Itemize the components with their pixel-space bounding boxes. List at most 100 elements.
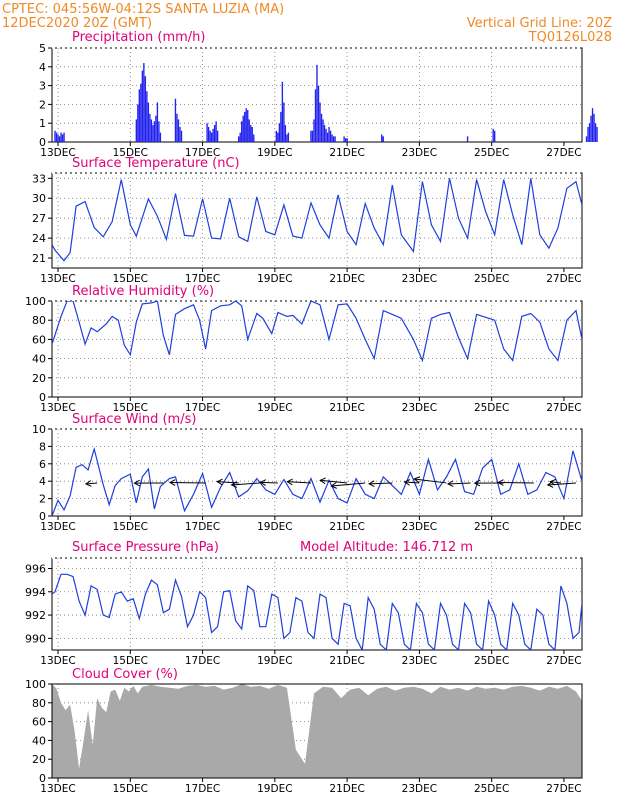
precip-bar [334, 136, 335, 142]
x-tick-label: 27DEC [546, 521, 581, 533]
precip-bar [217, 131, 218, 142]
precip-bar [157, 103, 158, 142]
precip-bar [149, 114, 150, 142]
x-tick-label: 23DEC [402, 273, 437, 285]
wind-frame [52, 429, 582, 516]
x-tick-label: 13DEC [40, 402, 75, 414]
x-tick-label: 19DEC [257, 521, 292, 533]
precip-bar [240, 133, 241, 142]
y-tick-label: 6 [39, 458, 46, 471]
x-tick-label: 23DEC [402, 655, 437, 667]
y-tick-label: 1 [39, 117, 46, 130]
x-tick-label: 15DEC [113, 783, 148, 795]
x-tick-label: 23DEC [402, 147, 437, 159]
x-tick-label: 27DEC [546, 655, 581, 667]
precip-bar [179, 127, 180, 142]
precip-bar [208, 127, 209, 142]
precip-bar [593, 114, 594, 142]
x-tick-label: 25DEC [474, 655, 509, 667]
y-tick-label: 80 [32, 314, 46, 327]
precip-bar [137, 104, 138, 142]
precip-bar [346, 138, 347, 142]
precip-bar [319, 103, 320, 142]
x-tick-label: 21DEC [329, 783, 364, 795]
x-tick-label: 19DEC [257, 147, 292, 159]
precip-bar [152, 125, 153, 142]
precip-bar [178, 119, 179, 142]
precip-bar [155, 116, 156, 142]
precip-bar [592, 108, 593, 142]
precipitation-title: Precipitation (mm/h) [72, 30, 205, 45]
precip-bar [145, 76, 146, 142]
x-tick-label: 19DEC [257, 402, 292, 414]
x-tick-label: 27DEC [546, 273, 581, 285]
precip-bar [283, 103, 284, 142]
y-tick-label: 60 [32, 716, 46, 729]
precip-bar [56, 133, 57, 142]
y-tick-label: 4 [39, 61, 46, 74]
precip-bar [321, 114, 322, 142]
x-tick-label: 15DEC [113, 521, 148, 533]
precip-bar [587, 127, 588, 142]
precip-bar [467, 136, 468, 142]
wind-vector [260, 482, 277, 483]
precip-bar [244, 112, 245, 142]
precip-bar [325, 129, 326, 142]
y-tick-label: 20 [32, 753, 46, 766]
precip-bar [313, 119, 314, 142]
temperature-title: Surface Temperature (nC) [72, 156, 240, 171]
y-tick-label: 990 [25, 632, 46, 645]
temperature-line [52, 178, 582, 260]
precip-bar [596, 127, 597, 142]
humidity-title: Relative Humidity (%) [72, 284, 214, 299]
y-tick-label: 4 [39, 475, 46, 488]
precip-bar [315, 89, 316, 142]
y-tick-label: 21 [32, 252, 46, 265]
x-tick-label: 21DEC [329, 521, 364, 533]
cloud-cover-title: Cloud Cover (%) [72, 667, 178, 682]
precip-bar [312, 131, 313, 142]
x-tick-label: 17DEC [185, 655, 220, 667]
x-tick-label: 17DEC [185, 521, 220, 533]
cloud-area [52, 684, 582, 778]
precip-bar [139, 89, 140, 142]
precip-bar [215, 121, 216, 142]
y-tick-label: 20 [32, 372, 46, 385]
precip-bar [494, 131, 495, 142]
y-tick-label: 27 [32, 212, 46, 225]
precip-bar [136, 119, 137, 142]
precip-bar [586, 136, 587, 142]
precip-bar [286, 134, 287, 142]
y-tick-label: 2 [39, 98, 46, 111]
x-tick-label: 13DEC [40, 147, 75, 159]
y-tick-label: 3 [39, 80, 46, 93]
precip-bar [322, 119, 323, 142]
precip-bar [57, 134, 58, 142]
precip-bar [250, 125, 251, 142]
y-tick-label: 33 [32, 172, 46, 185]
precip-bar [343, 136, 344, 142]
pressure-title: Surface Pressure (hPa) [72, 540, 219, 555]
y-tick-label: 2 [39, 493, 46, 506]
y-tick-label: 10 [32, 423, 46, 436]
x-tick-label: 23DEC [402, 783, 437, 795]
y-tick-label: 100 [25, 295, 46, 308]
precip-bar [253, 134, 254, 142]
precip-bar [310, 131, 311, 142]
x-tick-label: 21DEC [329, 402, 364, 414]
x-tick-label: 27DEC [546, 147, 581, 159]
precip-bar [383, 136, 384, 142]
x-tick-label: 23DEC [402, 521, 437, 533]
precip-bar [276, 131, 277, 142]
y-tick-label: 24 [32, 232, 46, 245]
precip-bar [328, 127, 329, 142]
x-tick-label: 21DEC [329, 147, 364, 159]
precip-bar [154, 121, 155, 142]
precip-bar [151, 119, 152, 142]
precip-bar [492, 129, 493, 142]
precip-bar [288, 133, 289, 142]
humidity-line [52, 301, 582, 361]
